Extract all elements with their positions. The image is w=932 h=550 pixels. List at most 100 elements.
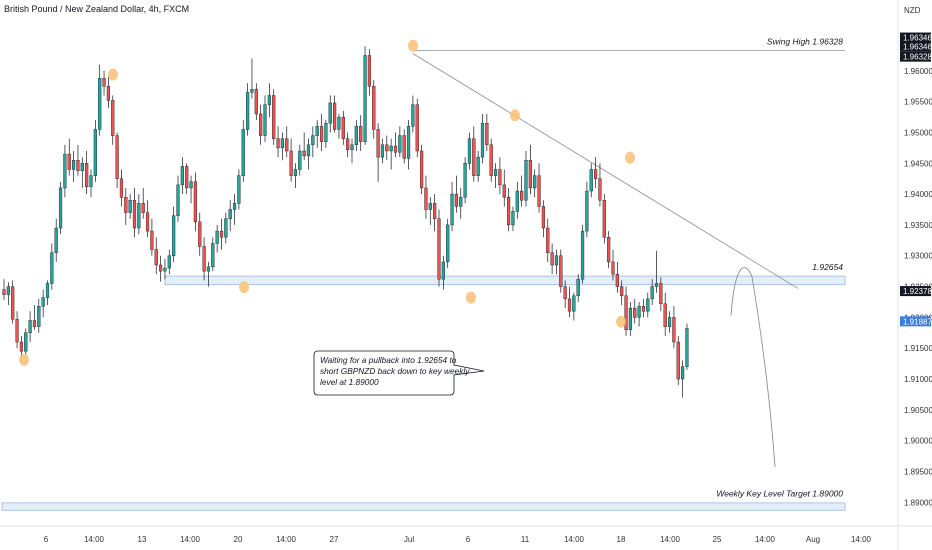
candle-body <box>76 160 80 171</box>
price-label: 1.96346 <box>903 34 932 43</box>
candle-body <box>6 286 10 295</box>
candle <box>98 64 102 136</box>
candle-body <box>128 200 132 213</box>
annotation-callout <box>313 350 485 396</box>
candle <box>11 280 15 324</box>
candle <box>337 114 341 139</box>
candle <box>380 138 385 164</box>
candle-body <box>54 227 58 253</box>
x-tick-label: 14:00 <box>180 535 201 544</box>
candle-body <box>450 193 454 226</box>
candle <box>193 172 197 232</box>
candle <box>341 110 345 145</box>
candle <box>202 237 206 281</box>
price-label-box <box>900 51 931 62</box>
candle-body <box>15 319 19 343</box>
candle <box>119 169 124 207</box>
candle-body <box>293 169 298 176</box>
candle-body <box>637 306 641 318</box>
candle-body <box>298 150 302 170</box>
candle <box>637 301 641 327</box>
candle-body <box>520 190 524 201</box>
y-tick-label: 1.89000 <box>904 498 932 507</box>
candle-body <box>511 211 515 226</box>
candle-body <box>106 86 110 101</box>
candle-body <box>541 206 545 229</box>
y-tick-label: 1.91500 <box>904 344 932 353</box>
candle-body <box>585 190 589 232</box>
candle-body <box>215 230 219 244</box>
candle-body <box>93 129 97 176</box>
candle <box>546 218 550 262</box>
y-tick-label: 1.93500 <box>904 221 932 230</box>
candle <box>115 132 119 188</box>
candle-body <box>485 123 489 146</box>
price-label-box <box>900 32 931 43</box>
candle <box>45 280 50 306</box>
candle-body <box>306 144 311 157</box>
candle-body <box>245 92 250 130</box>
candle <box>524 150 528 207</box>
candle-body <box>141 203 145 213</box>
candle <box>441 255 445 290</box>
candle <box>24 328 28 355</box>
candle-body <box>402 135 406 159</box>
candle <box>67 138 71 176</box>
candle-body <box>333 102 337 130</box>
candle-body <box>385 144 389 152</box>
candle-body <box>202 246 206 272</box>
level-label: Weekly Key Level Target 1.89000 <box>716 488 843 498</box>
supply-zone <box>164 275 846 286</box>
swing-marker <box>625 151 635 164</box>
candle <box>602 194 606 244</box>
candle <box>672 306 676 349</box>
candle <box>228 200 232 232</box>
candle-body <box>515 190 519 212</box>
candle-body <box>493 169 498 176</box>
price-label: 1.91887 <box>903 317 932 326</box>
x-tick-label: 14:00 <box>755 535 776 544</box>
candle <box>289 138 293 182</box>
candle <box>411 95 415 133</box>
candle <box>615 261 619 293</box>
candle <box>280 132 284 161</box>
candle-body <box>276 138 280 149</box>
candle-body <box>446 224 450 263</box>
candle <box>620 280 624 306</box>
candle-body <box>476 156 480 176</box>
candle <box>485 114 489 151</box>
candle-body <box>654 283 659 287</box>
candle-body <box>663 303 667 327</box>
candle <box>324 120 328 148</box>
candle <box>319 114 324 151</box>
candle <box>250 58 254 99</box>
candle <box>502 169 506 207</box>
candle-body <box>224 218 228 238</box>
candle-body <box>132 200 137 229</box>
candle-body <box>411 104 415 127</box>
candle <box>433 194 437 232</box>
candle-body <box>489 144 493 176</box>
price-label-box <box>900 41 931 52</box>
candle-body <box>633 307 637 318</box>
x-tick-label: 14:00 <box>564 535 585 544</box>
candle-body <box>346 138 350 150</box>
candle <box>254 83 258 121</box>
price-label: 1.96328 <box>903 53 932 62</box>
target-zone <box>1 502 846 511</box>
candle-body <box>576 278 580 297</box>
candle <box>28 311 32 343</box>
candle-body <box>398 135 402 153</box>
candle <box>185 163 189 195</box>
candle-body <box>667 317 672 327</box>
candle <box>385 135 389 161</box>
candle <box>293 163 298 188</box>
swing-marker <box>108 68 118 81</box>
candle <box>681 360 685 398</box>
y-tick-label: 1.95000 <box>904 128 932 137</box>
candle-body <box>433 203 437 219</box>
candle <box>259 104 263 145</box>
candle <box>85 150 89 195</box>
candle <box>311 126 315 158</box>
